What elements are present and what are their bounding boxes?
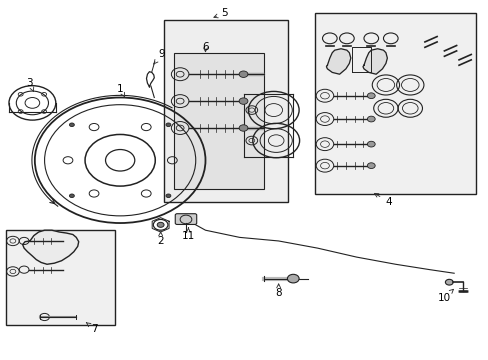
Polygon shape: [22, 230, 79, 264]
Bar: [173, 53, 264, 189]
Circle shape: [445, 279, 452, 285]
Text: 8: 8: [275, 284, 282, 298]
Text: 2: 2: [157, 232, 163, 246]
Text: 1: 1: [117, 84, 124, 97]
Text: 3: 3: [26, 78, 34, 91]
Bar: [163, 21, 288, 202]
Text: 9: 9: [153, 49, 164, 64]
Circle shape: [366, 163, 374, 168]
Circle shape: [165, 123, 170, 127]
Text: 4: 4: [374, 193, 391, 207]
Text: 7: 7: [86, 323, 98, 334]
Polygon shape: [326, 49, 350, 74]
Bar: [5, 230, 115, 325]
Text: 6: 6: [202, 42, 208, 52]
Circle shape: [366, 141, 374, 147]
Polygon shape: [362, 49, 386, 74]
Circle shape: [165, 194, 170, 198]
Circle shape: [366, 93, 374, 99]
Circle shape: [157, 222, 163, 227]
FancyBboxPatch shape: [175, 214, 196, 225]
Text: 11: 11: [182, 228, 195, 240]
Text: 5: 5: [213, 8, 228, 18]
Circle shape: [69, 194, 74, 198]
Bar: [315, 13, 475, 194]
Circle shape: [287, 274, 299, 283]
Circle shape: [69, 123, 74, 127]
Circle shape: [239, 71, 247, 77]
Circle shape: [366, 116, 374, 122]
Circle shape: [239, 98, 247, 104]
Text: 10: 10: [437, 289, 452, 303]
Circle shape: [239, 125, 247, 131]
